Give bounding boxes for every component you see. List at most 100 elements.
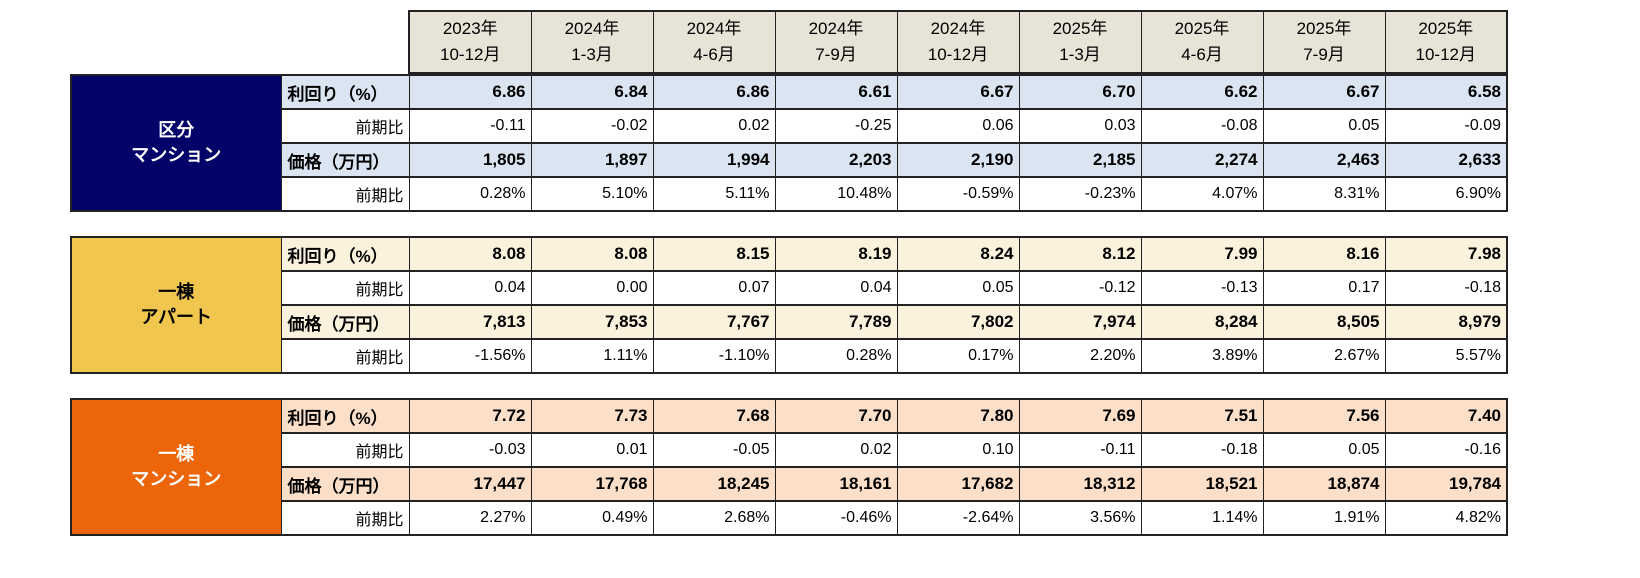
price-cell: 19,784	[1384, 466, 1508, 502]
category-label-itto-apart: 一棟 アパート	[70, 236, 282, 374]
yield-qoq-cell: -0.09	[1384, 108, 1508, 144]
quarter-header-cell: 2023年 10-12月	[408, 10, 532, 74]
yield-cell: 6.86	[652, 74, 776, 110]
yield-row: 一棟 アパート 利回り（%） 8.08 8.08 8.15 8.19 8.24 8.12 7.99…	[70, 236, 1508, 374]
yield-qoq-cell: -0.12	[1018, 270, 1142, 306]
quarter-header-cell: 2024年 4-6月	[652, 10, 776, 74]
price-cell: 18,521	[1140, 466, 1264, 502]
price-qoq-cell: 8.31%	[1262, 176, 1386, 212]
yield-cell: 7.98	[1384, 236, 1508, 272]
price-cell: 2,203	[774, 142, 898, 178]
yield-qoq-cell: -0.02	[530, 108, 654, 144]
category-label-itto-mansion: 一棟 マンション	[70, 398, 282, 536]
row-label: 前期比	[280, 338, 410, 374]
price-qoq-cell: 0.17%	[896, 338, 1020, 374]
header-quarter-label: 10-12月	[1415, 45, 1476, 64]
yield-cell: 6.84	[530, 74, 654, 110]
header-year-label: 2025年	[1296, 19, 1352, 38]
yield-qoq-cell: 0.05	[1262, 432, 1386, 468]
price-cell: 7,789	[774, 304, 898, 340]
price-qoq-cell: 2.68%	[652, 500, 776, 536]
row-label: 前期比	[280, 176, 410, 212]
row-label: 前期比	[280, 270, 410, 306]
row-label: 利回り（%）	[280, 398, 410, 434]
price-cell: 8,284	[1140, 304, 1264, 340]
price-qoq-cell: 10.48%	[774, 176, 898, 212]
price-cell: 18,161	[774, 466, 898, 502]
price-qoq-row: 前期比 -1.56% 1.11% -1.10% 0.28% 0.17% 2.20% 3.89%…	[71, 338, 1508, 374]
data-table-kubun-mansion: 区分 マンション 利回り（%） 6.86 6.84 6.86 6.61 6.67 6.70 6.6…	[70, 74, 1508, 212]
yield-qoq-cell: -0.11	[408, 108, 532, 144]
yield-cell: 8.16	[1262, 236, 1386, 272]
price-qoq-cell: -2.64%	[896, 500, 1020, 536]
row-label: 前期比	[280, 432, 410, 468]
yield-qoq-cell: 0.04	[774, 270, 898, 306]
yield-row: 一棟 マンション 利回り（%） 7.72 7.73 7.68 7.70 7.80 7.69 7.5…	[70, 398, 1508, 536]
price-cell: 7,767	[652, 304, 776, 340]
data-table-itto-apart: 一棟 アパート 利回り（%） 8.08 8.08 8.15 8.19 8.24 8.12 7.99…	[70, 236, 1508, 374]
yield-qoq-cell: 0.02	[774, 432, 898, 468]
yield-qoq-cell: -0.03	[408, 432, 532, 468]
price-qoq-cell: 0.49%	[530, 500, 654, 536]
yield-qoq-cell: -0.08	[1140, 108, 1264, 144]
yield-cell: 8.12	[1018, 236, 1142, 272]
category-label-kubun-mansion: 区分 マンション	[70, 74, 282, 212]
price-qoq-cell: 2.20%	[1018, 338, 1142, 374]
price-cell: 18,245	[652, 466, 776, 502]
yield-cell: 6.67	[1262, 74, 1386, 110]
row-label: 前期比	[280, 108, 410, 144]
header-quarter-label: 10-12月	[927, 45, 989, 64]
yield-qoq-cell: -0.13	[1140, 270, 1264, 306]
yield-qoq-row: 前期比 -0.03 0.01 -0.05 0.02 0.10 -0.11 -0.18 0.05-…	[71, 432, 1508, 468]
category-label-line: 一棟	[158, 282, 195, 302]
yield-qoq-cell: -0.18	[1140, 432, 1264, 468]
header-year-label: 2025年	[1052, 19, 1108, 38]
quarter-header-cell: 2025年 4-6月	[1140, 10, 1264, 74]
header-quarter-label: 4-6月	[693, 45, 735, 64]
row-label: 価格（万円）	[280, 466, 410, 502]
category-label-line: マンション	[131, 145, 222, 165]
header-year-label: 2024年	[808, 19, 864, 38]
quarter-header-cell: 2024年 10-12月	[896, 10, 1020, 74]
row-label: 利回り（%）	[280, 74, 410, 110]
yield-cell: 7.68	[652, 398, 776, 434]
price-cell: 7,853	[530, 304, 654, 340]
yield-cell: 8.08	[408, 236, 532, 272]
yield-cell: 6.70	[1018, 74, 1142, 110]
quarter-header-cell: 2025年 7-9月	[1262, 10, 1386, 74]
yield-qoq-cell: 0.17	[1262, 270, 1386, 306]
price-cell: 17,682	[896, 466, 1020, 502]
price-qoq-cell: 0.28%	[408, 176, 532, 212]
price-qoq-cell: 1.14%	[1140, 500, 1264, 536]
yield-cell: 7.80	[896, 398, 1020, 434]
yield-cell: 7.73	[530, 398, 654, 434]
row-label: 価格（万円）	[280, 304, 410, 340]
yield-cell: 6.58	[1384, 74, 1508, 110]
yield-cell: 6.86	[408, 74, 532, 110]
header-year-label: 2023年	[442, 19, 498, 38]
price-cell: 7,813	[408, 304, 532, 340]
yield-qoq-cell: 0.01	[530, 432, 654, 468]
price-cell: 2,274	[1140, 142, 1264, 178]
category-label-line: マンション	[131, 469, 222, 489]
header-year-label: 2024年	[686, 19, 742, 38]
price-row: 価格（万円） 1,805 1,897 1,994 2,203 2,190 2,185 2,27…	[71, 142, 1508, 178]
yield-qoq-cell: -0.25	[774, 108, 898, 144]
yield-qoq-row: 前期比 0.04 0.00 0.07 0.04 0.05 -0.12 -0.13 0.17 -0.…	[71, 270, 1508, 306]
price-cell: 8,505	[1262, 304, 1386, 340]
price-cell: 17,768	[530, 466, 654, 502]
yield-cell: 6.61	[774, 74, 898, 110]
price-cell: 18,312	[1018, 466, 1142, 502]
yield-qoq-cell: 0.10	[896, 432, 1020, 468]
yield-qoq-cell: 0.04	[408, 270, 532, 306]
price-qoq-cell: -1.56%	[408, 338, 532, 374]
category-label-line: アパート	[140, 307, 213, 327]
price-cell: 2,185	[1018, 142, 1142, 178]
quarter-header-table: 2023年 10-12月 2024年 1-3月 2024年 4-6月 2024年 7-9月 20…	[408, 10, 1508, 74]
yield-row: 区分 マンション 利回り（%） 6.86 6.84 6.86 6.61 6.67 6.70 6.6…	[70, 74, 1508, 212]
price-qoq-cell: 5.10%	[530, 176, 654, 212]
header-year-label: 2025年	[1418, 19, 1474, 38]
yield-cell: 7.72	[408, 398, 532, 434]
yield-qoq-cell: 0.02	[652, 108, 776, 144]
header-year-label: 2024年	[930, 19, 986, 38]
